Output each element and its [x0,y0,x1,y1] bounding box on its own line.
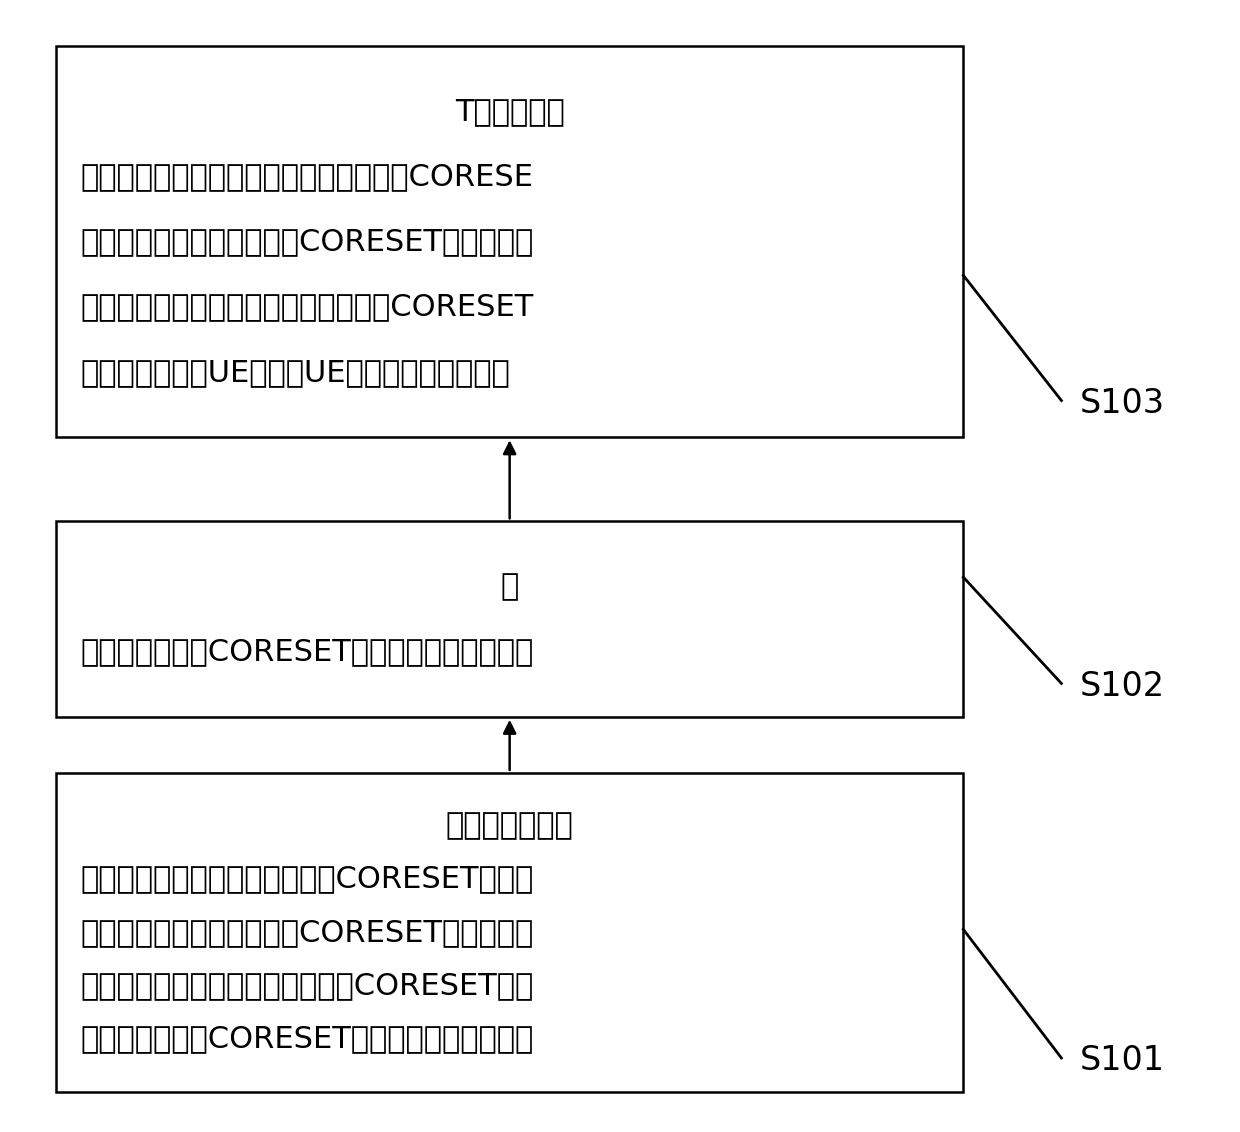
Text: 参数集下的符号: 参数集下的符号 [445,812,574,840]
Bar [56,46,963,437]
Text: 数和起始位置，其中所述符号为CORESET使用的: 数和起始位置，其中所述符号为CORESET使用的 [81,865,533,893]
Text: 述时间位置信息包括：所述空闲态CORESET所占: 述时间位置信息包括：所述空闲态CORESET所占 [81,971,533,1000]
Text: 息: 息 [501,572,518,601]
Text: S103: S103 [1080,387,1164,420]
Text: 的关系表，选取当前配置下的所述空闲态CORESE: 的关系表，选取当前配置下的所述空闲态CORESE [81,162,533,191]
Text: 配置所述空闲态CORESET的的时间位置信息，所: 配置所述空闲态CORESET的的时间位置信息，所 [81,1024,533,1053]
Text: 所占的符号数与所述空闲态CORESET的起始位置: 所占的符号数与所述空闲态CORESET的起始位置 [81,228,533,256]
Bar [56,521,963,717]
Bar [56,773,963,1091]
Text: T的起始位置: T的起始位置 [455,97,564,126]
Text: 的符号数，或者所述空闲态CORESET所占的符号: 的符号数，或者所述空闲态CORESET所占的符号 [81,918,533,946]
Text: 配置所述空闲态CORESET在系统帧号内的位置信: 配置所述空闲态CORESET在系统帧号内的位置信 [81,637,533,667]
Text: 配置信息，根据预先设置的所述空闲态CORESET: 配置信息，根据预先设置的所述空闲态CORESET [81,292,533,321]
Text: 发送配置信息至UE，使得UE能够基于收到的所述: 发送配置信息至UE，使得UE能够基于收到的所述 [81,358,511,387]
Text: S101: S101 [1080,1044,1164,1077]
Text: S102: S102 [1080,670,1164,703]
